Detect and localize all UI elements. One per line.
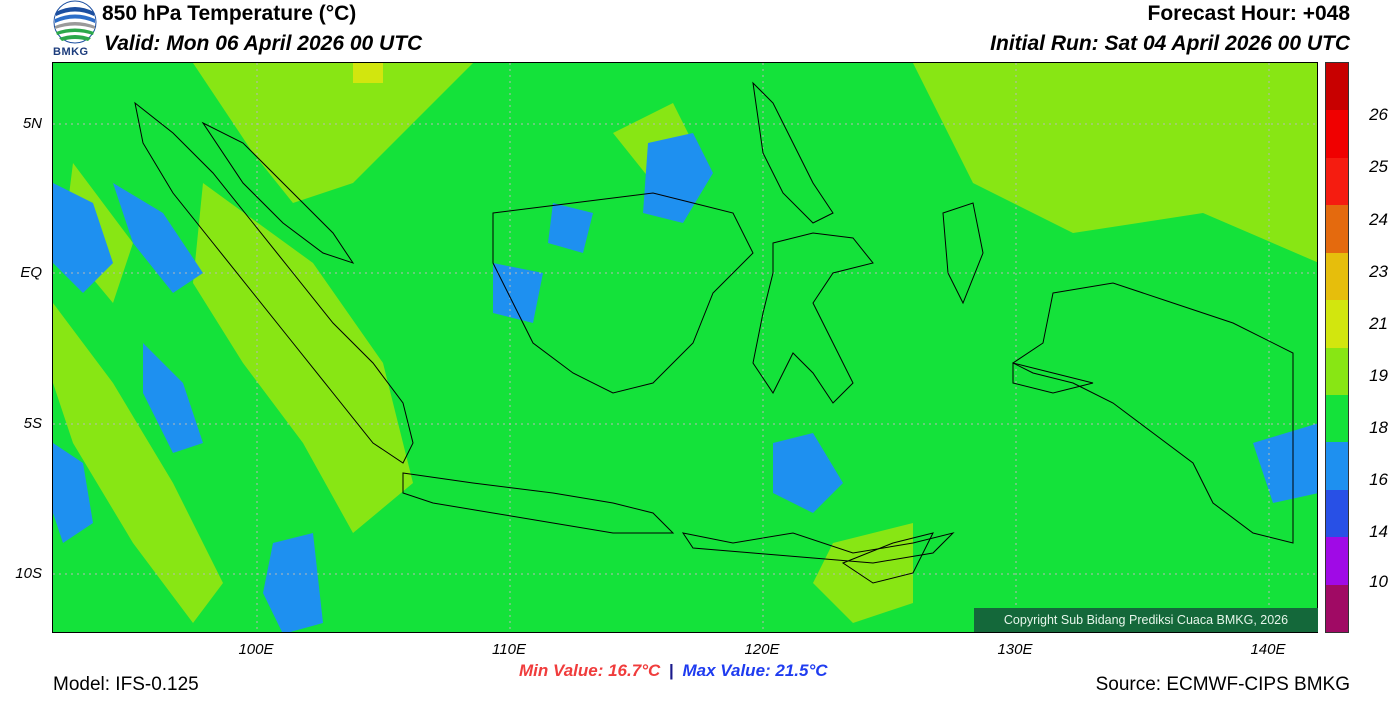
copyright-notice: Copyright Sub Bidang Prediksi Cuaca BMKG… — [974, 608, 1318, 632]
bmkg-logo — [52, 0, 98, 60]
halmahera-outline — [942, 202, 984, 305]
min-max-separator: | — [669, 661, 674, 680]
colorbar-segment — [1326, 110, 1348, 159]
min-max-values: Min Value: 16.7°C | Max Value: 21.5°C — [519, 661, 828, 681]
colorbar-label: 14 — [1369, 522, 1388, 541]
colorbar-label: 25 — [1369, 157, 1388, 176]
colorbar-label: 19 — [1369, 366, 1388, 385]
nusa-tenggara-outline — [681, 532, 955, 564]
malay-peninsula-outline — [201, 121, 355, 264]
map-grid — [53, 63, 1317, 632]
lon-label-120e: 120E — [744, 641, 780, 658]
model-label: Model: IFS-0.125 — [53, 674, 199, 695]
lon-label-140e: 140E — [1250, 641, 1286, 658]
colorbar-label: 21 — [1369, 314, 1388, 333]
valid-time: Valid: Mon 06 April 2026 00 UTC — [104, 32, 423, 55]
lon-label-100e: 100E — [238, 641, 274, 658]
colorbar-label: 23 — [1369, 262, 1388, 281]
colorbar-segment — [1326, 489, 1348, 538]
max-value: Max Value: 21.5°C — [682, 661, 828, 680]
min-value: Min Value: 16.7°C — [519, 661, 661, 680]
warm-regions — [53, 63, 1317, 623]
lat-label-5n: 5N — [22, 115, 42, 132]
coastlines — [134, 81, 1294, 584]
colorbar-segment — [1326, 394, 1348, 443]
sulawesi-outline — [752, 232, 874, 404]
colorbar-segment — [1326, 300, 1348, 348]
lat-label-5s: 5S — [23, 415, 42, 432]
java-outline — [402, 472, 675, 534]
chart-title: 850 hPa Temperature (°C) — [102, 2, 357, 25]
temperature-map — [52, 62, 1318, 633]
source-label: Source: ECMWF-CIPS BMKG — [1095, 674, 1350, 695]
lat-label-10s: 10S — [15, 565, 42, 582]
colorbar-segment — [1326, 347, 1348, 396]
colorbar-segment — [1326, 442, 1348, 491]
colorbar-label: 18 — [1369, 418, 1388, 437]
colorbar-label: 10 — [1369, 572, 1388, 591]
timor-outline — [841, 532, 934, 584]
colorbar-segment — [1326, 63, 1348, 111]
colorbar-segment — [1326, 157, 1348, 206]
lat-label-eq: EQ — [20, 264, 42, 281]
seram-outline — [1012, 362, 1094, 394]
colorbar-label: 24 — [1369, 210, 1388, 229]
sumatra-outline — [134, 101, 414, 464]
colorbar-segment — [1326, 537, 1348, 586]
papua-outline — [1012, 282, 1294, 544]
colorbar-segment — [1326, 205, 1348, 254]
forecast-hour: Forecast Hour: +048 — [1147, 2, 1351, 25]
colorbar-segment — [1326, 584, 1348, 633]
logo-text: BMKG — [53, 46, 89, 58]
colorbar-label: 16 — [1369, 470, 1388, 489]
colorbar — [1325, 62, 1349, 633]
philippines-outline — [752, 81, 834, 224]
colorbar-label: 26 — [1369, 105, 1388, 124]
initial-run: Initial Run: Sat 04 April 2026 00 UTC — [990, 32, 1350, 55]
borneo-outline — [492, 192, 754, 394]
lon-label-110e: 110E — [492, 641, 526, 658]
lon-label-130e: 130E — [997, 641, 1033, 658]
colorbar-segment — [1326, 252, 1348, 301]
